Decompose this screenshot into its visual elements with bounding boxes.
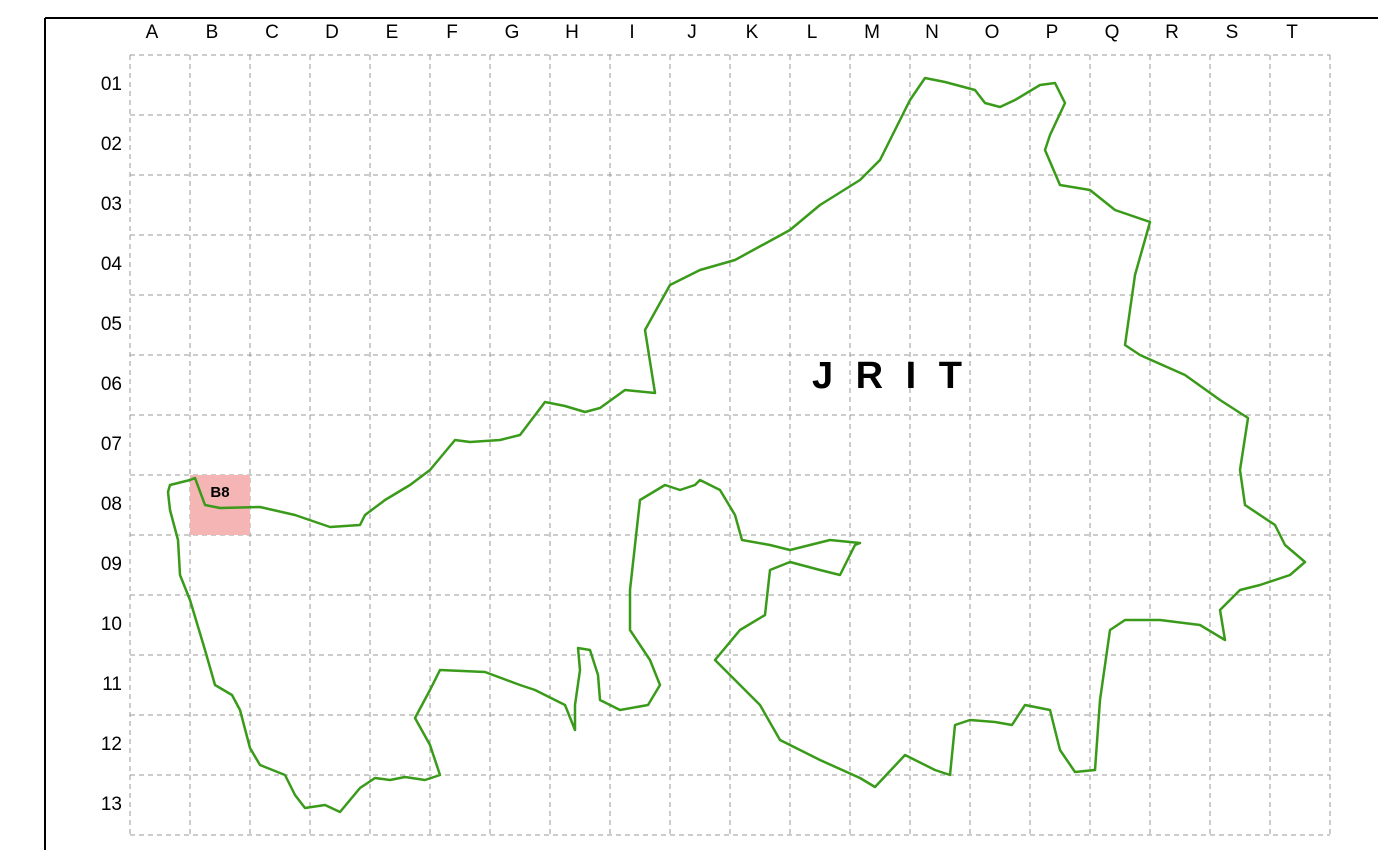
- row-label: 01: [101, 74, 122, 95]
- column-label: T: [1286, 22, 1298, 43]
- column-label: B: [206, 22, 219, 43]
- row-label: 09: [101, 554, 122, 575]
- column-label: P: [1046, 22, 1059, 43]
- column-label: J: [687, 22, 697, 43]
- column-label: H: [565, 22, 579, 43]
- boundary: [166, 76, 1307, 814]
- row-label: 10: [101, 614, 122, 635]
- row-label: 05: [101, 314, 122, 335]
- column-label: K: [746, 22, 759, 43]
- column-label: L: [807, 22, 818, 43]
- row-label: 13: [101, 794, 122, 815]
- column-label: R: [1165, 22, 1179, 43]
- column-label: S: [1226, 22, 1239, 43]
- row-label: 08: [101, 494, 122, 515]
- column-label: N: [925, 22, 939, 43]
- column-label: E: [386, 22, 399, 43]
- row-label: 03: [101, 194, 122, 215]
- column-label: M: [864, 22, 880, 43]
- column-label: I: [629, 22, 634, 43]
- row-label: 11: [102, 674, 122, 695]
- row-label: 12: [101, 734, 122, 755]
- column-label: D: [325, 22, 339, 43]
- highlight-cell: [190, 475, 250, 535]
- column-label: O: [985, 22, 1000, 43]
- grid: [129, 54, 1331, 836]
- column-label: Q: [1105, 22, 1120, 43]
- highlight-label: B8: [210, 484, 229, 501]
- column-label: C: [265, 22, 279, 43]
- row-label: 04: [101, 254, 123, 275]
- column-label: A: [146, 22, 159, 43]
- row-label: 06: [101, 374, 122, 395]
- column-label: F: [446, 22, 458, 43]
- row-label: 02: [101, 134, 122, 155]
- map-title: J R I T: [812, 355, 968, 397]
- row-label: 07: [101, 434, 122, 455]
- column-label: G: [505, 22, 520, 43]
